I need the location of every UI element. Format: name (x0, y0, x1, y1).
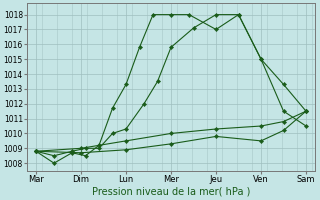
X-axis label: Pression niveau de la mer( hPa ): Pression niveau de la mer( hPa ) (92, 187, 250, 197)
